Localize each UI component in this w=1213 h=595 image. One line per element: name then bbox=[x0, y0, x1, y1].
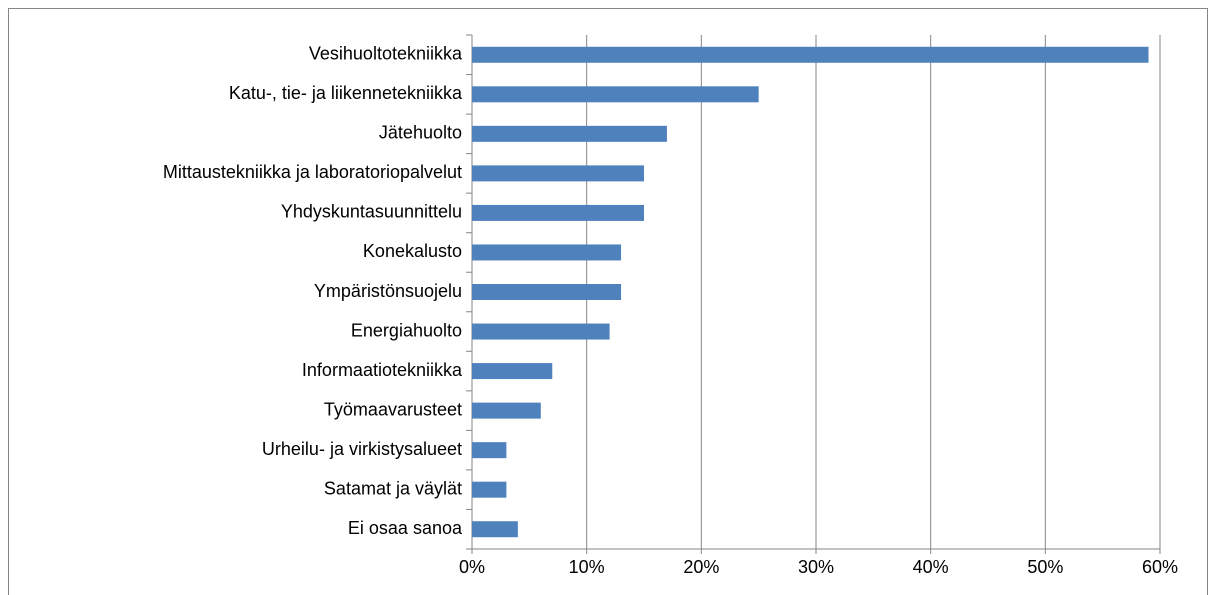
bar bbox=[472, 323, 610, 340]
y-tick-label: Katu-, tie- ja liikennetekniikka bbox=[229, 83, 463, 103]
bar bbox=[472, 521, 518, 538]
x-tick-label: 20% bbox=[683, 557, 719, 577]
y-tick-label: Vesihuoltotekniikka bbox=[309, 44, 463, 64]
x-tick-label: 30% bbox=[798, 557, 834, 577]
bar bbox=[472, 204, 644, 221]
y-tick-label: Satamat ja väylät bbox=[324, 478, 462, 498]
x-tick-label: 0% bbox=[459, 557, 485, 577]
y-tick-label: Ympäristönsuojelu bbox=[314, 281, 462, 301]
y-tick-label: Konekalusto bbox=[363, 241, 462, 261]
y-tick-label: Mittaustekniikka ja laboratoriopalvelut bbox=[163, 162, 462, 182]
x-tick-label: 60% bbox=[1142, 557, 1178, 577]
x-tick-label: 40% bbox=[913, 557, 949, 577]
bar bbox=[472, 442, 507, 459]
y-tick-label: Yhdyskuntasuunnittelu bbox=[281, 202, 462, 222]
bar bbox=[472, 86, 759, 103]
y-tick-label: Työmaavarusteet bbox=[324, 399, 462, 419]
y-tick-label: Urheilu- ja virkistysalueet bbox=[262, 439, 462, 459]
y-tick-label: Jätehuolto bbox=[379, 123, 462, 143]
bar bbox=[472, 165, 644, 182]
chart-frame bbox=[8, 8, 1208, 595]
y-tick-label: Ei osaa sanoa bbox=[348, 518, 463, 538]
bar bbox=[472, 244, 622, 261]
bar bbox=[472, 402, 541, 419]
bar bbox=[472, 46, 1149, 63]
bar bbox=[472, 284, 622, 300]
bar bbox=[472, 363, 553, 380]
bar bbox=[472, 481, 507, 498]
y-tick-label: Informaatiotekniikka bbox=[302, 360, 463, 380]
x-tick-label: 50% bbox=[1027, 557, 1063, 577]
bar bbox=[472, 125, 667, 142]
x-tick-label: 10% bbox=[569, 557, 605, 577]
y-tick-label: Energiahuolto bbox=[351, 320, 462, 340]
